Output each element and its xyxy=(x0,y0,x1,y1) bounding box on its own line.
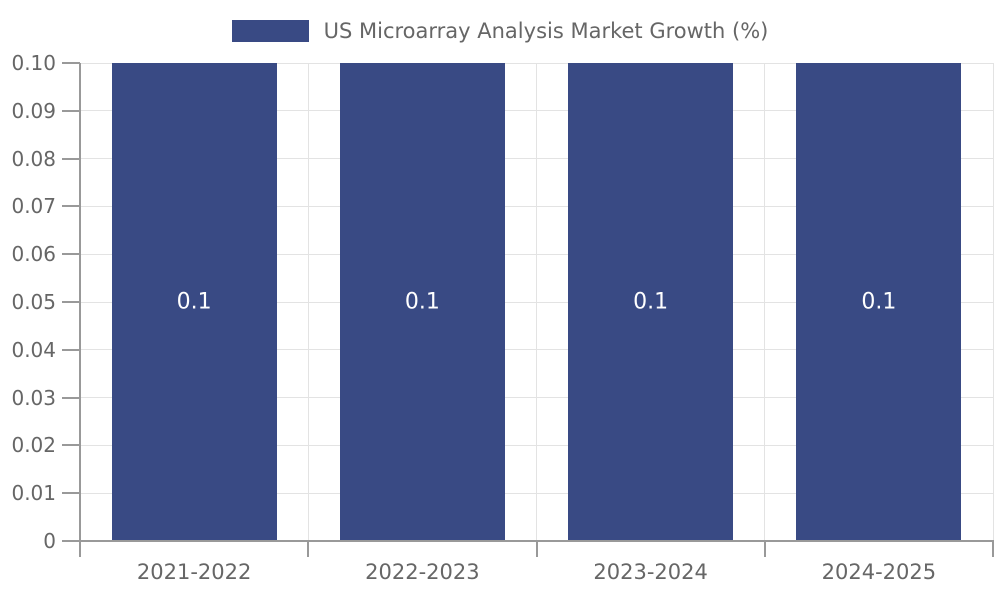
x-axis-label: 2023-2024 xyxy=(593,560,708,584)
y-tick-mark xyxy=(62,109,80,112)
x-tick-mark xyxy=(992,541,994,557)
v-gridline xyxy=(307,63,309,541)
y-tick-mark xyxy=(62,396,80,399)
x-axis-label: 2022-2023 xyxy=(365,560,480,584)
y-tick-label: 0.08 xyxy=(11,146,56,171)
y-tick-mark xyxy=(62,205,80,208)
plot-area: 0.1 0.1 0.1 0.1 xyxy=(80,62,994,542)
y-tick-label: 0.09 xyxy=(11,98,56,123)
x-tick-mark xyxy=(307,541,310,557)
y-tick-mark xyxy=(62,540,80,542)
y-tick-label: 0.02 xyxy=(11,433,56,458)
v-gridline xyxy=(764,63,766,541)
bar[interactable]: 0.1 xyxy=(339,63,505,541)
y-tick-label: 0.06 xyxy=(11,242,56,267)
y-tick-label: 0.10 xyxy=(11,51,56,75)
x-tick-mark xyxy=(79,541,81,557)
y-tick-label: 0 xyxy=(43,529,56,553)
y-tick-mark xyxy=(62,62,80,64)
bar-value-label: 0.1 xyxy=(861,289,897,315)
x-axis-label: 2021-2022 xyxy=(136,560,252,584)
y-tick-mark xyxy=(62,444,80,447)
legend-label: US Microarray Analysis Market Growth (%) xyxy=(323,19,769,43)
y-tick-label: 0.07 xyxy=(11,194,56,219)
x-tick-mark xyxy=(535,541,538,557)
y-tick-label: 0.04 xyxy=(11,337,56,362)
y-tick-label: 0.05 xyxy=(11,290,56,314)
y-tick-label: 0.01 xyxy=(11,481,56,506)
legend-swatch xyxy=(231,20,309,42)
v-gridline xyxy=(992,63,994,541)
y-tick-mark xyxy=(62,301,80,303)
bar[interactable]: 0.1 xyxy=(111,63,277,541)
y-tick-mark xyxy=(62,492,80,495)
bar[interactable]: 0.1 xyxy=(568,63,734,541)
y-tick-label: 0.03 xyxy=(11,385,56,410)
x-tick-mark xyxy=(763,541,766,557)
y-axis-line xyxy=(79,63,81,542)
bar-value-label: 0.1 xyxy=(633,289,669,315)
chart-legend[interactable]: US Microarray Analysis Market Growth (%) xyxy=(0,14,1000,48)
v-gridline xyxy=(536,63,537,541)
bar-value-label: 0.1 xyxy=(176,289,212,315)
y-tick-mark xyxy=(62,157,80,160)
y-tick-mark xyxy=(62,348,80,351)
y-tick-mark xyxy=(62,253,80,256)
x-axis-label: 2024-2025 xyxy=(821,560,937,584)
bar-value-label: 0.1 xyxy=(404,289,440,315)
bar[interactable]: 0.1 xyxy=(796,63,962,541)
